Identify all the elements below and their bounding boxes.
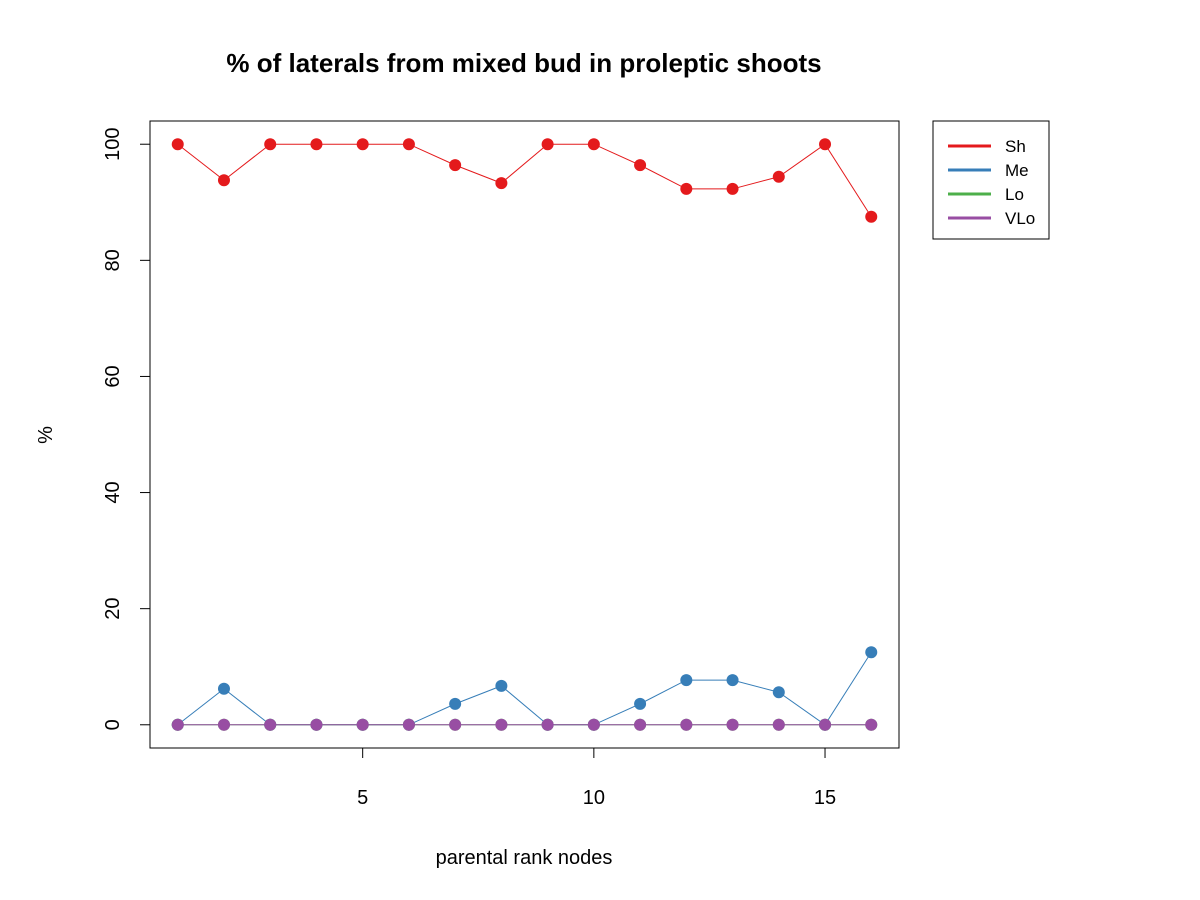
- data-point-me: [634, 697, 647, 710]
- y-axis: 0 20 40 60 80 100: [102, 128, 151, 730]
- series-layer: [171, 138, 878, 731]
- data-point-vlo: [310, 718, 323, 731]
- data-point-vlo: [264, 718, 277, 731]
- data-point-me: [449, 697, 462, 710]
- data-point-sh: [772, 170, 785, 183]
- y-tick-label: 60: [102, 365, 124, 387]
- data-point-vlo: [541, 718, 554, 731]
- data-point-vlo: [495, 718, 508, 731]
- data-point-me: [217, 682, 230, 695]
- y-tick-label: 0: [102, 719, 124, 730]
- legend-label: Lo: [1005, 185, 1024, 204]
- data-point-me: [772, 686, 785, 699]
- data-point-sh: [541, 138, 554, 151]
- legend: Sh Me Lo VLo: [932, 120, 1050, 240]
- y-tick-label: 40: [102, 481, 124, 503]
- data-point-vlo: [772, 718, 785, 731]
- data-point-vlo: [587, 718, 600, 731]
- data-point-vlo: [449, 718, 462, 731]
- data-point-sh: [680, 182, 693, 195]
- y-tick-label: 80: [102, 249, 124, 271]
- data-point-sh: [264, 138, 277, 151]
- data-point-sh: [865, 210, 878, 223]
- x-axis-label: parental rank nodes: [436, 847, 613, 869]
- data-point-sh: [402, 138, 415, 151]
- data-point-vlo: [402, 718, 415, 731]
- x-tick-label: 10: [583, 787, 605, 809]
- data-point-sh: [819, 138, 832, 151]
- plot-frame: [149, 120, 900, 749]
- data-point-sh: [356, 138, 369, 151]
- data-point-sh: [634, 159, 647, 172]
- data-point-vlo: [819, 718, 832, 731]
- data-point-me: [495, 679, 508, 692]
- legend-label: Sh: [1005, 137, 1026, 156]
- data-point-sh: [587, 138, 600, 151]
- series-line-me: [177, 651, 872, 726]
- data-point-me: [680, 674, 693, 687]
- series-line-sh: [177, 143, 872, 218]
- data-point-sh: [449, 159, 462, 172]
- data-point-sh: [310, 138, 323, 151]
- data-point-sh: [171, 138, 184, 151]
- x-axis: 5 10 15: [357, 747, 836, 809]
- data-point-vlo: [680, 718, 693, 731]
- y-tick-label: 100: [102, 128, 124, 161]
- legend-label: Me: [1005, 161, 1029, 180]
- data-point-sh: [726, 182, 739, 195]
- x-tick-label: 5: [357, 787, 368, 809]
- data-point-vlo: [726, 718, 739, 731]
- data-point-sh: [217, 174, 230, 187]
- data-point-vlo: [217, 718, 230, 731]
- data-point-me: [726, 674, 739, 687]
- legend-items: Sh Me Lo VLo: [948, 137, 1035, 228]
- data-point-vlo: [865, 718, 878, 731]
- y-tick-label: 20: [102, 598, 124, 620]
- data-point-sh: [495, 177, 508, 190]
- y-axis-label: %: [35, 426, 57, 444]
- data-point-vlo: [634, 718, 647, 731]
- data-point-vlo: [356, 718, 369, 731]
- data-point-me: [865, 646, 878, 659]
- legend-label: VLo: [1005, 209, 1035, 228]
- x-tick-label: 15: [814, 787, 836, 809]
- chart-title: % of laterals from mixed bud in prolepti…: [226, 48, 821, 78]
- data-point-vlo: [171, 718, 184, 731]
